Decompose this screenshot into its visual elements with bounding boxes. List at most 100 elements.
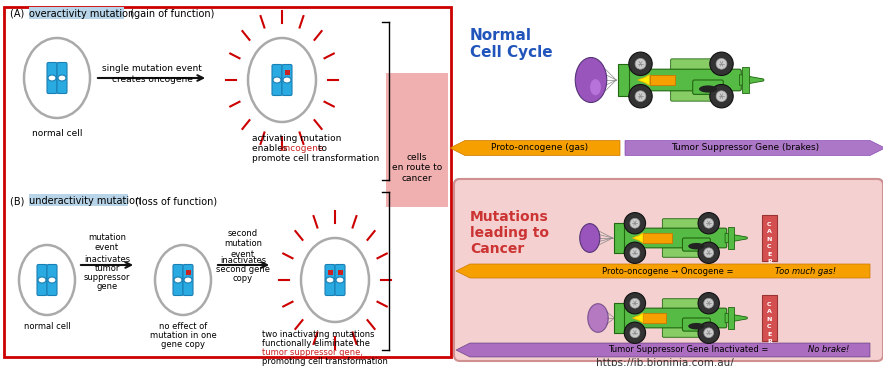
Circle shape [624, 242, 645, 264]
Text: mutation
event: mutation event [88, 233, 126, 253]
Text: underactivity mutation: underactivity mutation [29, 196, 141, 206]
Ellipse shape [174, 277, 182, 283]
Bar [284, 70, 290, 75]
Text: oncogene: oncogene [279, 144, 323, 153]
Bar [618, 64, 629, 96]
Ellipse shape [326, 277, 334, 283]
Text: overactivity mutation: overactivity mutation [29, 9, 134, 19]
Ellipse shape [24, 38, 90, 118]
Ellipse shape [575, 57, 607, 102]
FancyBboxPatch shape [762, 216, 777, 261]
Ellipse shape [301, 238, 369, 322]
FancyBboxPatch shape [671, 89, 719, 101]
Polygon shape [632, 313, 643, 323]
Bar [728, 306, 734, 329]
Circle shape [716, 91, 727, 102]
Bar [643, 313, 666, 323]
Circle shape [624, 292, 645, 314]
Circle shape [624, 213, 645, 234]
Ellipse shape [590, 79, 601, 95]
Text: C: C [767, 222, 772, 227]
FancyBboxPatch shape [183, 265, 193, 295]
Text: No brake!: No brake! [808, 346, 849, 355]
FancyBboxPatch shape [662, 219, 706, 229]
Text: gene copy: gene copy [161, 340, 205, 349]
Circle shape [635, 59, 645, 69]
Ellipse shape [336, 277, 344, 283]
Circle shape [704, 219, 713, 228]
Circle shape [704, 298, 713, 308]
Text: mutation in one: mutation in one [149, 331, 216, 340]
Text: Normal
Cell Cycle: Normal Cell Cycle [470, 28, 553, 60]
FancyBboxPatch shape [692, 80, 723, 94]
FancyBboxPatch shape [386, 73, 448, 207]
Text: inactivates: inactivates [84, 255, 130, 264]
Text: normal cell: normal cell [32, 129, 82, 138]
Ellipse shape [184, 277, 192, 283]
Ellipse shape [248, 38, 316, 122]
Circle shape [716, 59, 727, 69]
Text: Tumor Suppressor Gene Inactivated =: Tumor Suppressor Gene Inactivated = [608, 346, 772, 355]
Text: functionally eliminate the: functionally eliminate the [262, 339, 370, 348]
Text: tumor suppressor gene,: tumor suppressor gene, [262, 348, 363, 357]
Ellipse shape [699, 85, 717, 93]
Text: Proto-oncogene → Oncogene =: Proto-oncogene → Oncogene = [602, 266, 736, 276]
FancyBboxPatch shape [4, 7, 451, 357]
Ellipse shape [580, 224, 600, 252]
Polygon shape [725, 315, 745, 319]
Bar [615, 303, 624, 333]
Ellipse shape [588, 304, 608, 332]
Polygon shape [638, 75, 650, 85]
FancyBboxPatch shape [621, 69, 742, 91]
Circle shape [698, 242, 720, 264]
Circle shape [630, 298, 640, 308]
Circle shape [630, 219, 640, 228]
Bar [337, 270, 343, 275]
Text: inactivates: inactivates [220, 256, 266, 265]
FancyBboxPatch shape [662, 326, 706, 337]
Text: Mutations
leading to
Cancer: Mutations leading to Cancer [470, 210, 549, 257]
FancyBboxPatch shape [335, 265, 345, 295]
Ellipse shape [155, 245, 211, 315]
Polygon shape [739, 76, 762, 81]
Circle shape [630, 248, 640, 258]
Circle shape [704, 248, 713, 258]
Polygon shape [725, 313, 747, 323]
FancyBboxPatch shape [37, 265, 47, 295]
Circle shape [629, 85, 653, 108]
Ellipse shape [48, 75, 56, 81]
Bar [29, 194, 128, 206]
Text: two inactivating mutations: two inactivating mutations [262, 330, 374, 339]
Ellipse shape [38, 277, 46, 283]
Ellipse shape [273, 77, 281, 83]
FancyArrow shape [450, 141, 620, 156]
Text: E: E [767, 251, 772, 257]
FancyArrow shape [625, 141, 883, 156]
Text: normal cell: normal cell [24, 322, 71, 331]
Circle shape [635, 91, 645, 102]
FancyBboxPatch shape [671, 59, 719, 71]
Text: A: A [767, 309, 772, 314]
Circle shape [704, 328, 713, 338]
FancyBboxPatch shape [47, 265, 57, 295]
Text: second gene: second gene [216, 265, 270, 274]
FancyBboxPatch shape [272, 64, 282, 96]
Text: cells
en route to
cancer: cells en route to cancer [392, 153, 442, 183]
FancyBboxPatch shape [662, 247, 706, 257]
Text: A: A [767, 229, 772, 234]
Text: Tumor Suppressor Gene (brakes): Tumor Suppressor Gene (brakes) [671, 143, 819, 153]
Text: (loss of function): (loss of function) [132, 196, 217, 206]
Text: N: N [766, 237, 772, 242]
Text: to: to [315, 144, 327, 153]
FancyBboxPatch shape [173, 265, 183, 295]
FancyBboxPatch shape [662, 299, 706, 309]
Circle shape [629, 52, 653, 75]
FancyBboxPatch shape [617, 308, 727, 328]
Text: (gain of function): (gain of function) [127, 9, 215, 19]
FancyArrow shape [456, 343, 870, 357]
Ellipse shape [19, 245, 75, 315]
Circle shape [698, 322, 720, 343]
Text: Proto-oncogene (gas): Proto-oncogene (gas) [492, 143, 589, 153]
FancyBboxPatch shape [617, 228, 727, 248]
Text: no effect of: no effect of [159, 322, 208, 331]
